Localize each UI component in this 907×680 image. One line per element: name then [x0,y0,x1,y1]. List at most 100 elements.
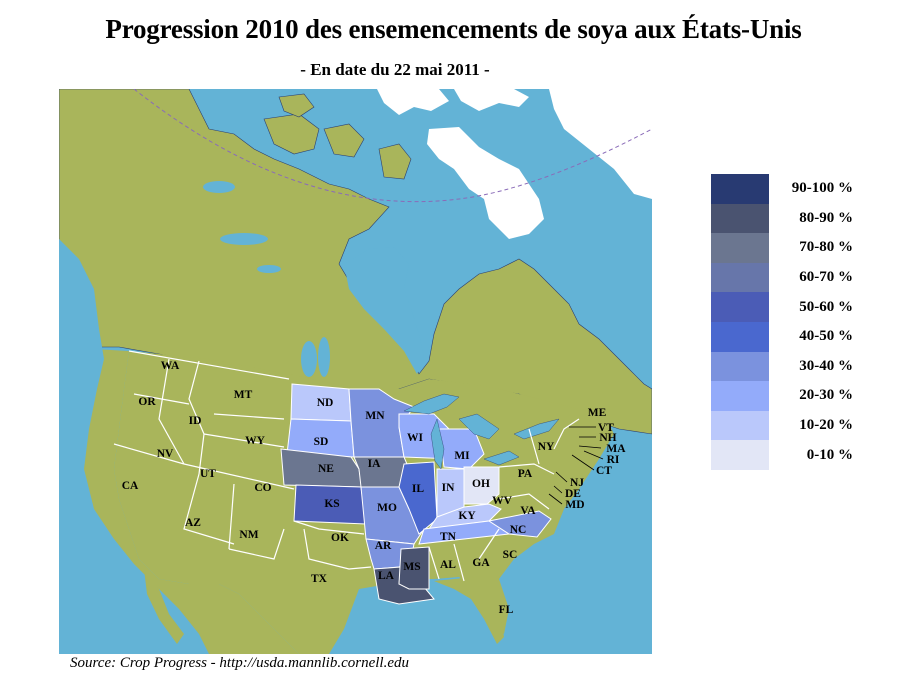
label-oh: OH [472,478,490,490]
legend-swatch [711,440,769,470]
legend-item: 20-30 % [711,381,853,411]
legend-swatch [711,233,769,263]
label-nm: NM [239,529,258,541]
legend-label: 60-70 % [799,269,853,286]
legend-swatch [711,321,769,352]
label-mn: MN [365,410,385,422]
label-md: MD [565,499,584,511]
label-wi: WI [407,432,424,444]
florida-land [434,577,504,644]
state-labels: WA OR CA ID NV MT WY UT AZ CO NM TX OK N… [122,360,627,616]
legend-label: 50-60 % [799,298,853,315]
legend-swatch [711,203,769,234]
state-borders [113,350,580,582]
label-ky: KY [458,510,476,522]
label-ct: CT [596,465,612,477]
label-wy: WY [245,435,266,447]
legend-swatch [711,262,769,293]
label-mi: MI [454,450,470,462]
gulf-of-mexico [329,581,499,654]
label-fl: FL [499,604,514,616]
source-note: Source: Crop Progress - http://usda.mann… [70,655,409,671]
label-nd: ND [317,397,334,409]
label-nh: NH [599,432,616,444]
label-wv: WV [492,495,513,507]
label-ri: RI [607,454,620,466]
label-ok: OK [331,532,349,544]
label-vt: VT [598,422,614,434]
legend-label: 90-100 % [791,180,853,197]
label-mo: MO [377,502,397,514]
label-or: OR [138,396,156,408]
label-sd: SD [314,436,329,448]
legend-label: 80-90 % [799,209,853,226]
legend-item: 40-50 % [711,321,853,352]
legend-item: 10-20 % [711,410,853,441]
legend: 90-100 % 80-90 % 70-80 % 60-70 % 50-60 %… [711,174,853,470]
pacific-ocean [59,239,209,654]
legend-label: 0-10 % [806,446,853,463]
label-ar: AR [375,540,392,552]
label-nc: NC [510,524,527,536]
label-in: IN [442,482,455,494]
map-title: Progression 2010 des ensemencements de s… [105,14,802,44]
label-ia: IA [368,458,381,470]
label-il: IL [412,483,424,495]
legend-item: 90-100 % [711,174,853,204]
state-ms[interactable] [398,546,430,590]
label-mt: MT [234,389,253,401]
label-de: DE [565,488,581,500]
state-il[interactable] [398,461,438,535]
label-az: AZ [185,517,201,529]
canada-lakes [203,181,330,377]
legend-item: 0-10 % [711,440,853,470]
label-la: LA [378,570,395,582]
hudson-bay [344,247,424,374]
label-ma: MA [606,443,626,455]
canada-land [59,89,652,435]
arctic-circle-line [133,89,652,203]
legend-swatch [711,351,769,382]
label-pa: PA [518,468,533,480]
reporting-states [280,383,552,605]
state-mi[interactable] [438,428,485,470]
leader-lines [548,426,604,505]
label-nv: NV [157,448,174,460]
map-subtitle: - En date du 22 mai 2011 - [300,60,490,79]
label-ms: MS [403,561,420,573]
label-ks: KS [324,498,339,510]
legend-swatch [711,410,769,441]
label-ne: NE [318,463,334,475]
label-tn: TN [440,531,457,543]
label-va: VA [520,505,536,517]
label-ny: NY [538,441,555,453]
legend-swatch [711,381,769,411]
label-co: CO [254,482,271,494]
legend-swatch [711,292,769,322]
label-id: ID [189,415,202,427]
arctic-ice [377,89,652,239]
baja-california [144,569,184,644]
state-nc[interactable] [487,510,552,538]
legend-label: 20-30 % [799,387,853,404]
map-svg: WA OR CA ID NV MT WY UT AZ CO NM TX OK N… [59,89,652,654]
great-lakes [403,393,560,470]
label-ga: GA [472,557,490,569]
legend-item: 30-40 % [711,351,853,382]
label-tx: TX [311,573,328,585]
label-wa: WA [161,360,180,372]
legend-item: 70-80 % [711,233,853,263]
legend-item: 60-70 % [711,262,853,293]
legend-label: 70-80 % [799,239,853,256]
north-america-map: WA OR CA ID NV MT WY UT AZ CO NM TX OK N… [59,89,652,654]
legend-item: 80-90 % [711,203,853,234]
label-ut: UT [200,468,216,480]
legend-swatch [711,174,769,204]
legend-label: 10-20 % [799,417,853,434]
label-al: AL [440,559,456,571]
legend-label: 30-40 % [799,357,853,374]
label-nj: NJ [570,477,584,489]
label-sc: SC [503,549,518,561]
state-oh[interactable] [463,466,500,505]
legend-item: 50-60 % [711,292,853,322]
